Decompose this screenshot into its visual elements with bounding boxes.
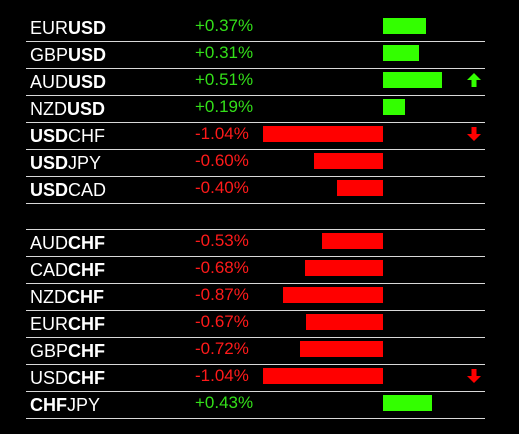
pair-quote: CHF	[68, 341, 106, 361]
pair-row: NZDCHF -0.87%	[26, 284, 485, 311]
change-percent: -0.60%	[195, 151, 249, 170]
pair-label: GBPUSD	[30, 42, 106, 68]
pair-base: CAD	[30, 260, 69, 280]
pair-base: NZD	[30, 287, 67, 307]
pair-quote: JPY	[67, 395, 101, 415]
down-arrow-icon	[467, 369, 481, 383]
pair-quote: CHF	[68, 126, 106, 146]
pair-base: USD	[30, 180, 69, 200]
pair-base: USD	[30, 153, 69, 173]
pair-label: CHFJPY	[30, 392, 100, 418]
pair-quote: CHF	[67, 287, 104, 307]
pair-base: AUD	[30, 72, 69, 92]
strength-bar-negative	[337, 180, 383, 196]
up-arrow-icon	[467, 73, 481, 87]
pair-label: EURCHF	[30, 311, 105, 337]
strength-bar-negative	[306, 314, 383, 330]
pair-label: GBPCHF	[30, 338, 105, 364]
change-percent: +0.19%	[195, 97, 254, 116]
down-arrow-icon	[467, 127, 481, 141]
pair-label: NZDCHF	[30, 284, 104, 310]
pair-base: NZD	[30, 99, 67, 119]
change-percent: -0.67%	[195, 312, 249, 331]
change-percent: -1.04%	[195, 124, 249, 143]
pair-quote: CHF	[68, 368, 106, 388]
currency-strength-table: EURUSD +0.37% GBPUSD +0.31% AUDUSD +0.51% NZDU…	[26, 15, 485, 419]
pair-base: GBP	[30, 45, 69, 65]
pair-row: EURCHF -0.67%	[26, 311, 485, 338]
strength-bar-positive	[383, 72, 442, 88]
pair-label: CADCHF	[30, 257, 105, 283]
pair-base: EUR	[30, 18, 69, 38]
change-percent: +0.31%	[195, 43, 254, 62]
pair-row: GBPUSD +0.31%	[26, 42, 485, 69]
strength-bar-positive	[383, 99, 405, 115]
strength-bar-negative	[300, 341, 383, 357]
pair-label: USDCHF	[30, 123, 105, 149]
pair-quote: CHF	[68, 314, 106, 334]
pair-base: EUR	[30, 314, 69, 334]
pair-base: USD	[30, 368, 69, 388]
change-percent: +0.43%	[195, 393, 254, 412]
pair-label: AUDUSD	[30, 69, 106, 95]
change-percent: +0.37%	[195, 16, 254, 35]
pair-row: CADCHF -0.68%	[26, 257, 485, 284]
pair-row: CHFJPY +0.43%	[26, 392, 485, 419]
pair-row: USDCHF -1.04%	[26, 123, 485, 150]
pair-row: USDCAD -0.40%	[26, 177, 485, 204]
pair-base: USD	[30, 126, 69, 146]
strength-bar-positive	[383, 45, 419, 61]
group-divider	[26, 204, 485, 230]
change-percent: -0.87%	[195, 285, 249, 304]
change-percent: -0.53%	[195, 231, 249, 250]
pair-row: AUDCHF -0.53%	[26, 230, 485, 257]
pair-quote: USD	[68, 18, 107, 38]
pair-quote: USD	[68, 72, 107, 92]
strength-bar-negative	[322, 233, 383, 249]
pair-row: AUDUSD +0.51%	[26, 69, 485, 96]
pair-quote: USD	[68, 45, 107, 65]
pair-quote: CHF	[68, 233, 106, 253]
change-percent: -0.40%	[195, 178, 249, 197]
strength-bar-negative	[263, 126, 383, 142]
pair-row: GBPCHF -0.72%	[26, 338, 485, 365]
pair-base: AUD	[30, 233, 69, 253]
pair-row: NZDUSD +0.19%	[26, 96, 485, 123]
pair-row: USDJPY -0.60%	[26, 150, 485, 177]
pair-base: CHF	[30, 395, 67, 415]
pair-row: EURUSD +0.37%	[26, 15, 485, 42]
strength-bar-positive	[383, 395, 432, 411]
strength-bar-negative	[263, 368, 383, 384]
strength-bar-positive	[383, 18, 426, 34]
pair-base: GBP	[30, 341, 69, 361]
pair-label: USDCHF	[30, 365, 105, 391]
pair-quote: CAD	[68, 180, 107, 200]
change-percent: -0.72%	[195, 339, 249, 358]
pair-label: USDCAD	[30, 177, 106, 203]
strength-bar-negative	[283, 287, 383, 303]
pair-label: AUDCHF	[30, 230, 105, 256]
pair-row: USDCHF -1.04%	[26, 365, 485, 392]
pair-quote: JPY	[68, 153, 102, 173]
pair-quote: CHF	[68, 260, 106, 280]
pair-quote: USD	[67, 99, 106, 119]
pair-label: USDJPY	[30, 150, 101, 176]
change-percent: +0.51%	[195, 70, 254, 89]
change-percent: -1.04%	[195, 366, 249, 385]
change-percent: -0.68%	[195, 258, 249, 277]
strength-bar-negative	[314, 153, 383, 169]
strength-bar-negative	[305, 260, 383, 276]
pair-label: EURUSD	[30, 15, 106, 41]
pair-label: NZDUSD	[30, 96, 105, 122]
